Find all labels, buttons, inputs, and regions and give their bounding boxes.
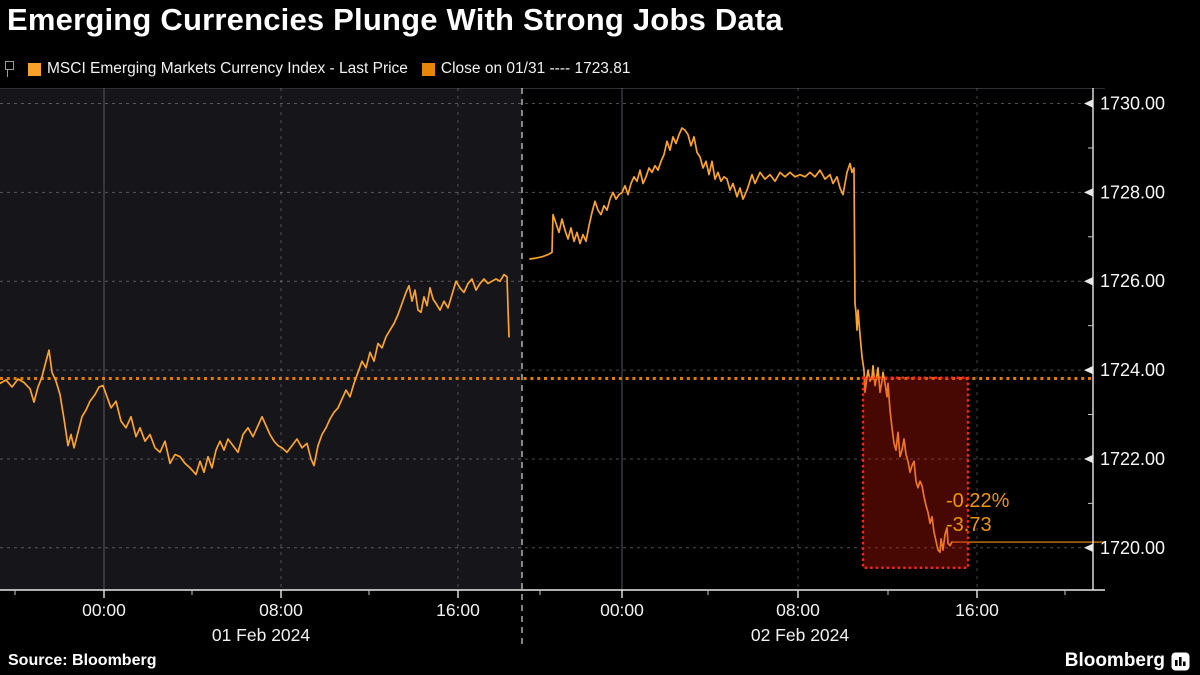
y-major-tick [1084,365,1093,375]
legend-toggle-icon[interactable] [4,60,14,78]
x-axis-label: 16:00 [955,600,999,620]
price-line [529,127,953,554]
day1-shading [0,88,522,590]
legend-item-last-price[interactable]: MSCI Emerging Markets Currency Index - L… [28,60,408,78]
y-axis-label: 1730.00 [1100,94,1165,114]
y-major-tick [1084,99,1093,108]
footer-bar: Source: Bloomberg Bloomberg [0,647,1200,675]
x-axis-label: 08:00 [259,600,303,620]
y-axis-label: 1724.00 [1100,360,1165,380]
x-axis-label: 00:00 [82,600,126,620]
x-axis-label: 00:00 [600,600,644,620]
bloomberg-logo: Bloomberg [1065,650,1200,672]
page-title: Emerging Currencies Plunge With Strong J… [7,2,783,37]
y-axis-label: 1720.00 [1100,538,1165,558]
price-chart: 1730.00 1728.00 1726.00 1724.00 1722.00 1720.… [0,88,1165,646]
y-axis-label: 1726.00 [1100,271,1165,291]
highlight-box-border [861,376,970,569]
date-label: 02 Feb 2024 [751,625,850,645]
y-major-tick [1084,454,1093,464]
price-line [0,273,510,476]
source-label: Source: Bloomberg [8,652,157,669]
legend-item-label: MSCI Emerging Markets Currency Index - L… [47,60,408,77]
y-axis-label: 1722.00 [1100,449,1165,469]
x-axis-label: 08:00 [776,600,820,620]
bloomberg-logo-icon [1171,652,1190,670]
date-label: 01 Feb 2024 [212,625,311,645]
y-axis-label: 1728.00 [1100,182,1165,202]
legend-item-close-line[interactable]: Close on 01/31 ---- 1723.81 [421,60,631,78]
y-major-tick [1084,277,1093,286]
series-swatch-icon [28,62,41,76]
y-major-tick [1084,543,1093,552]
legend: MSCI Emerging Markets Currency Index - L… [4,59,630,79]
annotation-percent-change: -0.22% [946,490,1010,512]
annotation-absolute-change: -3.73 [946,514,992,536]
highlight-box-fill [863,377,968,568]
bloomberg-logo-text: Bloomberg [1064,650,1165,671]
y-major-tick [1084,188,1093,197]
x-axis-label: 16:00 [436,600,480,620]
legend-item-label: Close on 01/31 ---- 1723.81 [440,60,631,77]
close-line-swatch-icon [421,62,435,76]
